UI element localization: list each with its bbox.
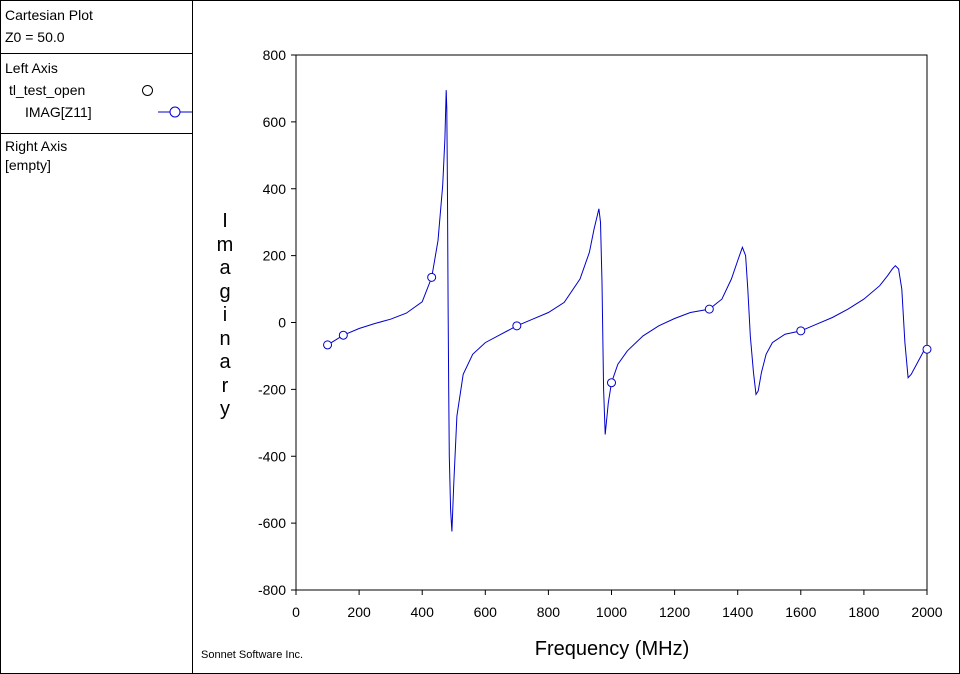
legend-panel: Cartesian Plot Z0 = 50.0 Left Axis tl_te… [1, 1, 193, 673]
y-tick-label: -400 [258, 448, 286, 464]
right-axis-title: Right Axis [5, 138, 68, 154]
y-tick-label: 200 [263, 248, 287, 264]
y-label-letter: I [222, 210, 228, 232]
plot-header: Cartesian Plot Z0 = 50.0 [1, 1, 192, 54]
x-tick-label: 1600 [785, 604, 816, 620]
y-tick-label: 400 [263, 181, 287, 197]
y-label-letter: n [219, 327, 231, 350]
data-marker [512, 321, 522, 331]
y-tick-label: 800 [263, 47, 287, 63]
credit-text: Sonnet Software Inc. [201, 649, 304, 661]
data-marker [427, 272, 437, 282]
project-name: tl_test_open [9, 82, 86, 98]
series-line [327, 90, 928, 532]
data-marker [796, 326, 806, 336]
plot-title: Cartesian Plot [5, 7, 93, 23]
right-axis-content: [empty] [5, 157, 51, 173]
x-tick-label: 2000 [911, 604, 942, 620]
y-label-letter: a [219, 257, 231, 279]
y-label-letter: m [216, 233, 234, 256]
y-tick-label: 0 [278, 315, 286, 331]
y-label-letter: y [220, 398, 230, 420]
data-marker [607, 378, 616, 388]
y-label-letter: i [222, 304, 228, 326]
x-axis-label: Frequency (MHz) [534, 638, 690, 660]
left-axis-title: Left Axis [5, 60, 58, 76]
trace-line-icon [158, 106, 192, 118]
y-label-letter: r [221, 374, 229, 397]
x-tick-label: 200 [347, 604, 371, 620]
y-label-letter: a [219, 351, 231, 373]
trace-entry[interactable]: IMAG[Z11] [5, 101, 192, 123]
circle-marker-icon [142, 85, 153, 96]
y-tick-label: -800 [258, 582, 286, 598]
right-axis-section[interactable]: Right Axis [empty] [1, 134, 192, 175]
x-tick-label: 600 [474, 604, 498, 620]
y-label-letter: g [219, 280, 231, 303]
x-tick-label: 400 [411, 604, 435, 620]
y-tick-label: -600 [258, 515, 286, 531]
y-tick-label: -200 [258, 381, 286, 397]
data-marker [922, 344, 932, 354]
x-tick-label: 800 [537, 604, 561, 620]
x-tick-label: 1800 [848, 604, 879, 620]
project-entry[interactable]: tl_test_open [5, 79, 192, 101]
x-tick-label: 1200 [659, 604, 690, 620]
x-tick-label: 1400 [722, 604, 753, 620]
plot-frame [295, 54, 928, 591]
x-tick-label: 0 [292, 604, 300, 620]
trace-label: IMAG[Z11] [25, 104, 92, 120]
data-marker [704, 304, 714, 314]
left-axis-section[interactable]: Left Axis tl_test_open IMAG[Z11] [1, 54, 192, 134]
z0-value: Z0 = 50.0 [5, 29, 65, 45]
data-marker [338, 330, 348, 340]
y-tick-label: 600 [263, 114, 287, 130]
data-marker [323, 340, 333, 350]
x-tick-label: 1000 [596, 604, 627, 620]
